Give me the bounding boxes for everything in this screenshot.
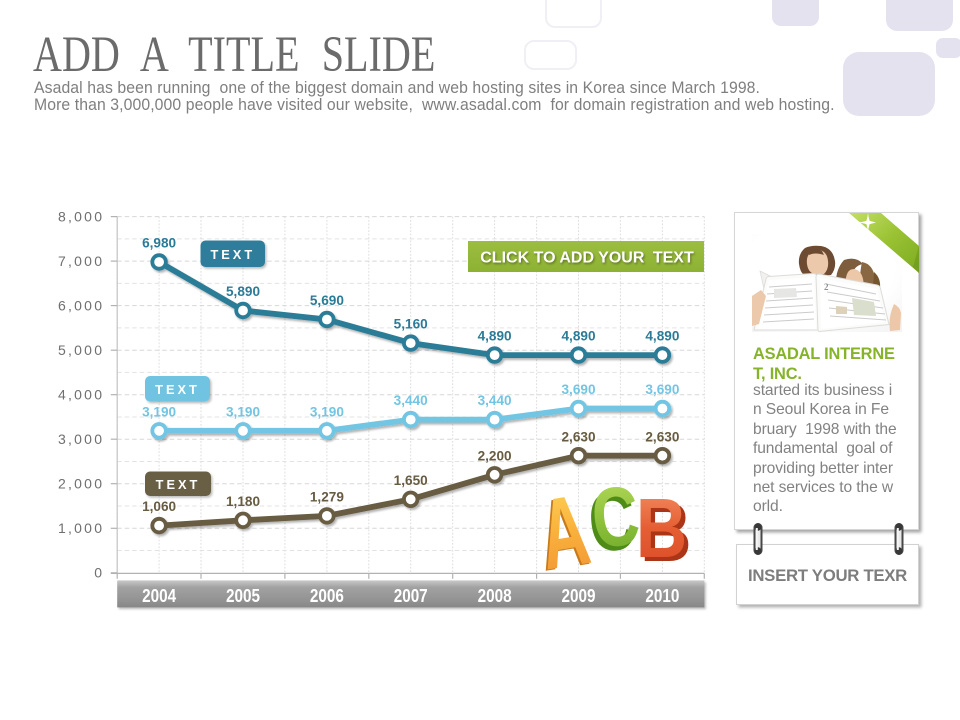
svg-text:5,690: 5,690 [310, 293, 344, 308]
svg-text:2007: 2007 [394, 586, 428, 606]
svg-text:3,190: 3,190 [310, 404, 344, 419]
svg-text:2,200: 2,200 [478, 448, 512, 463]
svg-text:3,440: 3,440 [394, 393, 428, 408]
svg-text:3,690: 3,690 [561, 382, 595, 397]
svg-text:B: B [640, 484, 692, 579]
svg-text:2008: 2008 [478, 586, 512, 606]
svg-text:3,440: 3,440 [478, 393, 512, 408]
svg-text:1,180: 1,180 [226, 494, 260, 509]
svg-text:6,000: 6,000 [58, 297, 102, 313]
svg-text:2,630: 2,630 [645, 429, 679, 444]
svg-text:TEXT: TEXT [210, 247, 255, 262]
svg-text:TEXT: TEXT [155, 382, 200, 397]
svg-text:4,000: 4,000 [58, 386, 102, 402]
svg-text:2: 2 [824, 282, 829, 292]
svg-text:8,000: 8,000 [58, 208, 102, 224]
svg-text:2010: 2010 [645, 586, 679, 606]
svg-text:1,000: 1,000 [58, 520, 102, 536]
svg-text:0: 0 [94, 565, 102, 581]
svg-text:2005: 2005 [226, 586, 260, 606]
svg-text:2,000: 2,000 [58, 475, 102, 491]
svg-text:2006: 2006 [310, 586, 344, 606]
svg-text:4,890: 4,890 [645, 329, 679, 344]
svg-text:5,160: 5,160 [394, 317, 428, 332]
svg-text:B: B [636, 480, 688, 575]
svg-text:4,890: 4,890 [561, 329, 595, 344]
svg-text:4,890: 4,890 [478, 329, 512, 344]
svg-text:2004: 2004 [142, 586, 176, 606]
svg-text:6,980: 6,980 [142, 236, 176, 251]
svg-text:C: C [587, 467, 643, 565]
svg-text:7,000: 7,000 [58, 253, 102, 269]
svg-text:1,650: 1,650 [394, 473, 428, 488]
svg-text:3,190: 3,190 [226, 404, 260, 419]
svg-text:3,000: 3,000 [58, 431, 102, 447]
svg-text:2,630: 2,630 [561, 429, 595, 444]
svg-text:TEXT: TEXT [156, 477, 201, 492]
svg-text:1,060: 1,060 [142, 499, 176, 514]
svg-text:2009: 2009 [562, 586, 596, 606]
svg-text:5,890: 5,890 [226, 284, 260, 299]
svg-text:5,000: 5,000 [58, 342, 102, 358]
svg-text:3,190: 3,190 [142, 404, 176, 419]
svg-text:CLICK TO ADD YOUR TEXT: CLICK TO ADD YOUR TEXT [480, 249, 694, 266]
svg-text:3,690: 3,690 [645, 382, 679, 397]
svg-text:C: C [584, 472, 640, 570]
svg-text:1,279: 1,279 [310, 490, 344, 505]
